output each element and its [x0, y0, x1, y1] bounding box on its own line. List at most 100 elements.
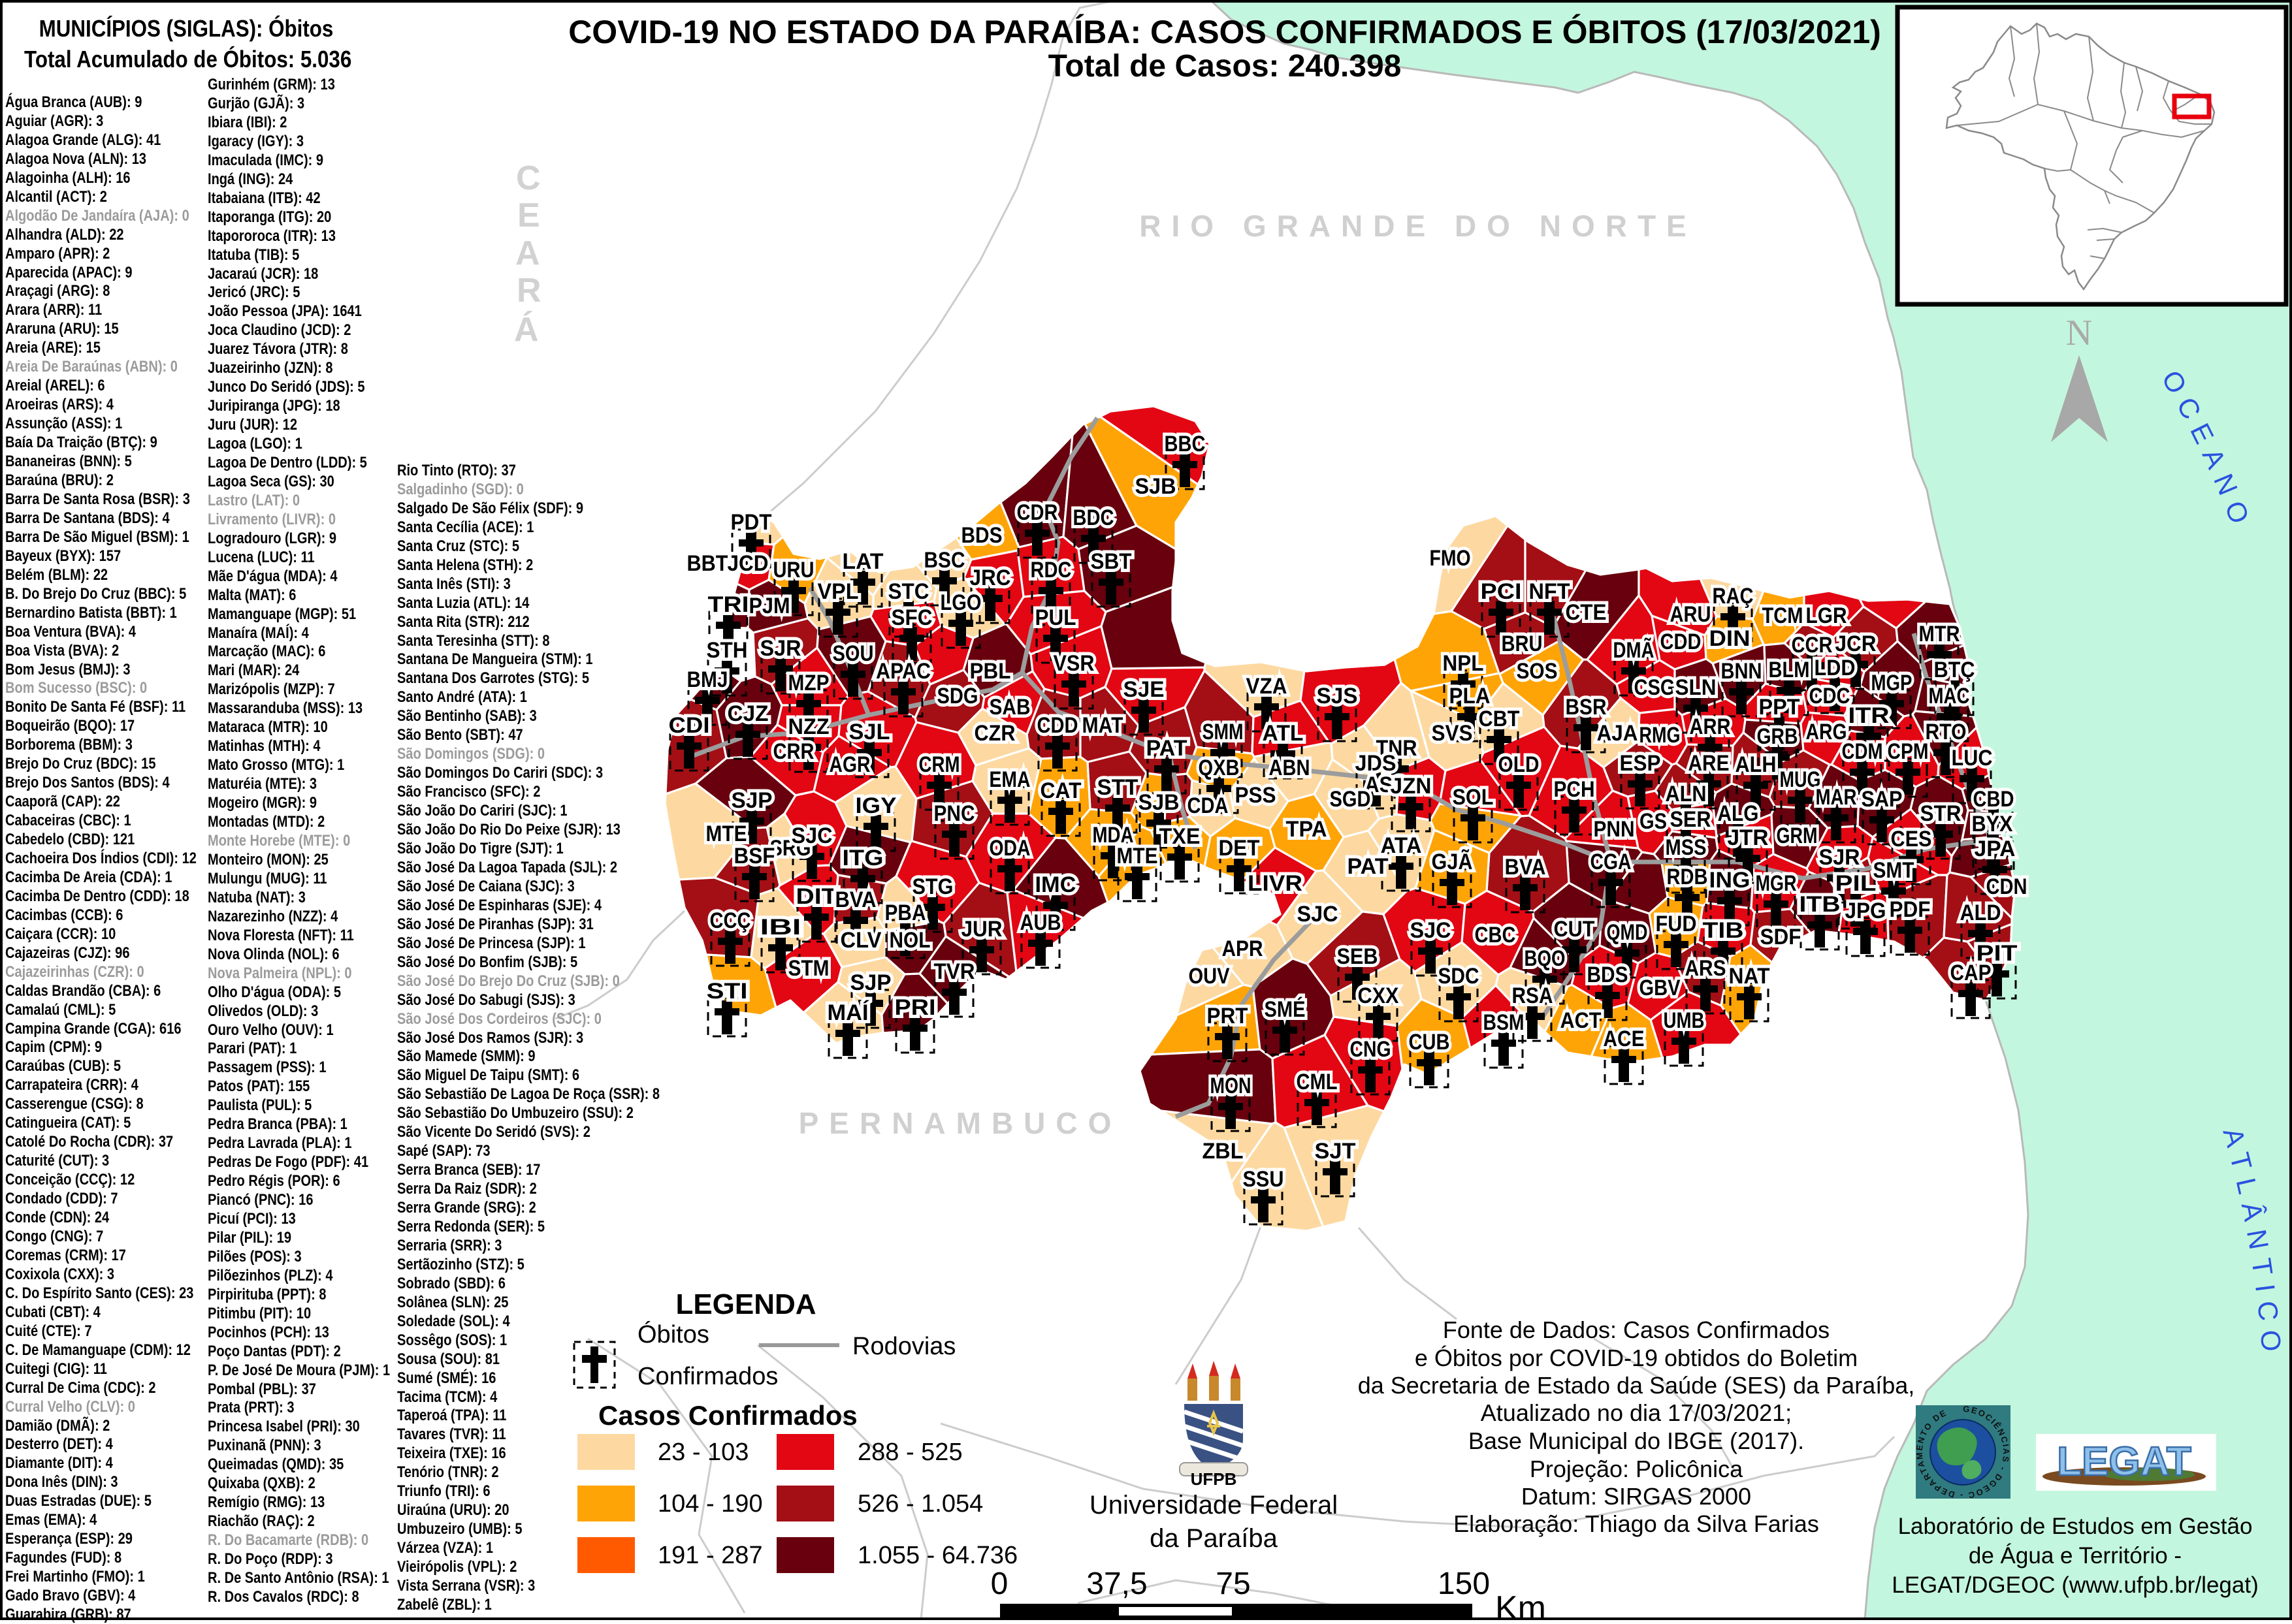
svg-text:CTE: CTE: [1566, 600, 1607, 625]
svg-text:PRI: PRI: [895, 995, 936, 1020]
svg-text:OLD: OLD: [1498, 752, 1540, 777]
svg-text:C: C: [516, 159, 541, 197]
svg-text:SOU: SOU: [833, 641, 874, 666]
svg-text:MGR: MGR: [1756, 871, 1797, 896]
svg-text:DIT: DIT: [796, 884, 837, 909]
svg-text:JPA: JPA: [1975, 836, 2016, 861]
svg-text:SDC: SDC: [1438, 964, 1479, 989]
svg-text:BSM: BSM: [1483, 1010, 1525, 1035]
svg-text:ARS: ARS: [1685, 956, 1726, 981]
svg-text:SJL: SJL: [849, 720, 890, 744]
svg-text:JTR: JTR: [1728, 825, 1769, 850]
svg-text:CDA: CDA: [1187, 793, 1229, 818]
svg-text:STR: STR: [1920, 801, 1961, 826]
svg-text:e Óbitos por COVID-19 obtidos: e Óbitos por COVID-19 obtidos do Boletim: [1415, 1345, 1858, 1371]
svg-text:PPT: PPT: [1759, 695, 1800, 720]
svg-text:URU: URU: [773, 558, 815, 582]
svg-text:SMM: SMM: [1202, 720, 1244, 744]
svg-text:MSS: MSS: [1666, 835, 1707, 860]
svg-text:ARG: ARG: [1806, 720, 1847, 744]
svg-text:SJC: SJC: [1410, 918, 1451, 943]
svg-text:BBC: BBC: [1165, 432, 1206, 456]
svg-text:SJB: SJB: [1135, 474, 1176, 499]
svg-text:TXE: TXE: [1159, 824, 1201, 849]
svg-text:de Água e Território -: de Água e Território -: [1969, 1543, 2182, 1568]
svg-text:STH: STH: [707, 638, 748, 663]
svg-text:1.055 - 64.736: 1.055 - 64.736: [858, 1542, 1018, 1569]
svg-text:Casos Confirmados: Casos Confirmados: [598, 1400, 858, 1431]
svg-text:GRM: GRM: [1777, 823, 1818, 848]
svg-text:SJR: SJR: [760, 636, 801, 661]
svg-text:PIL: PIL: [1835, 871, 1877, 896]
svg-text:IMC: IMC: [1035, 872, 1076, 897]
svg-text:Laboratório de Estudos em Gest: Laboratório de Estudos em Gestão: [1898, 1514, 2253, 1539]
svg-text:STT: STT: [1097, 775, 1138, 800]
svg-text:CXX: CXX: [1358, 983, 1399, 1008]
svg-text:JDS: JDS: [1355, 751, 1396, 776]
svg-text:RDC: RDC: [1031, 558, 1072, 582]
svg-text:SDG: SDG: [937, 684, 978, 709]
svg-text:ACE: ACE: [1604, 1027, 1645, 1051]
svg-text:CUT: CUT: [1554, 917, 1595, 942]
svg-text:ITG: ITG: [843, 846, 884, 870]
svg-text:RTO: RTO: [1926, 720, 1967, 744]
svg-text:SJT: SJT: [1315, 1139, 1356, 1164]
svg-text:0: 0: [991, 1567, 1009, 1601]
svg-text:TNR: TNR: [1376, 736, 1417, 761]
svg-text:BDS: BDS: [1587, 963, 1628, 987]
svg-text:BVA: BVA: [1505, 855, 1546, 880]
svg-text:150: 150: [1438, 1567, 1490, 1601]
svg-text:BLM: BLM: [1769, 658, 1810, 682]
svg-text:RAÇ: RAÇ: [1713, 584, 1754, 609]
svg-text:LAT: LAT: [843, 549, 884, 574]
svg-text:UMB: UMB: [1664, 1008, 1705, 1033]
svg-text:MAT: MAT: [1082, 713, 1123, 738]
svg-text:UFPB: UFPB: [1191, 1469, 1237, 1489]
svg-text:CML: CML: [1297, 1070, 1338, 1094]
svg-text:PDT: PDT: [731, 510, 772, 535]
svg-text:MAC: MAC: [1929, 684, 1970, 709]
svg-text:IBI: IBI: [760, 915, 801, 940]
svg-text:Base Municipal do IBGE (2017).: Base Municipal do IBGE (2017).: [1468, 1427, 1804, 1454]
svg-text:ODA: ODA: [990, 836, 1031, 861]
svg-text:GJÃ: GJÃ: [1432, 850, 1473, 874]
svg-text:CDC: CDC: [1809, 684, 1850, 709]
svg-text:SVS: SVS: [1432, 721, 1473, 746]
svg-text:CDM: CDM: [1842, 739, 1883, 764]
svg-text:AGR: AGR: [830, 752, 871, 777]
svg-text:CPM: CPM: [1888, 739, 1929, 764]
svg-text:Universidade Federal: Universidade Federal: [1090, 1491, 1338, 1520]
svg-text:PCI: PCI: [1481, 579, 1522, 604]
svg-text:RMG: RMG: [1639, 723, 1681, 748]
svg-text:NPL: NPL: [1443, 651, 1484, 676]
svg-text:PBA: PBA: [885, 900, 926, 925]
svg-text:CDD: CDD: [1660, 629, 1702, 654]
svg-text:ITR: ITR: [1848, 703, 1890, 728]
svg-text:A: A: [515, 234, 540, 272]
svg-text:CDR: CDR: [1017, 500, 1058, 525]
svg-text:CUB: CUB: [1409, 1030, 1450, 1055]
svg-text:JZN: JZN: [1391, 774, 1432, 799]
svg-text:SJB: SJB: [1138, 790, 1180, 815]
svg-text:SJR: SJR: [1819, 845, 1860, 870]
svg-text:PERNAMBUCO: PERNAMBUCO: [799, 1106, 1122, 1140]
svg-text:23 - 103: 23 - 103: [658, 1439, 749, 1466]
svg-text:ARE: ARE: [1688, 751, 1730, 776]
svg-text:RIO GRANDE DO NORTE: RIO GRANDE DO NORTE: [1139, 209, 1696, 243]
svg-text:PDF: PDF: [1890, 897, 1931, 922]
svg-text:TIB: TIB: [1703, 918, 1744, 943]
svg-text:CDD: CDD: [1037, 713, 1078, 738]
svg-text:JCD: JCD: [728, 551, 769, 576]
svg-text:CBC: CBC: [1475, 923, 1516, 947]
svg-text:PNC: PNC: [934, 801, 975, 826]
svg-text:BSR: BSR: [1566, 695, 1607, 720]
svg-text:NAT: NAT: [1729, 964, 1770, 989]
svg-text:SOL: SOL: [1453, 785, 1494, 810]
svg-text:SSU: SSU: [1243, 1167, 1284, 1192]
svg-text:SGD: SGD: [1330, 787, 1371, 812]
svg-text:APAC: APAC: [876, 659, 931, 684]
svg-text:Confirmados: Confirmados: [638, 1363, 778, 1390]
svg-text:VPL: VPL: [818, 579, 859, 604]
svg-text:BVA: BVA: [835, 887, 877, 912]
svg-text:RDB: RDB: [1667, 865, 1708, 889]
